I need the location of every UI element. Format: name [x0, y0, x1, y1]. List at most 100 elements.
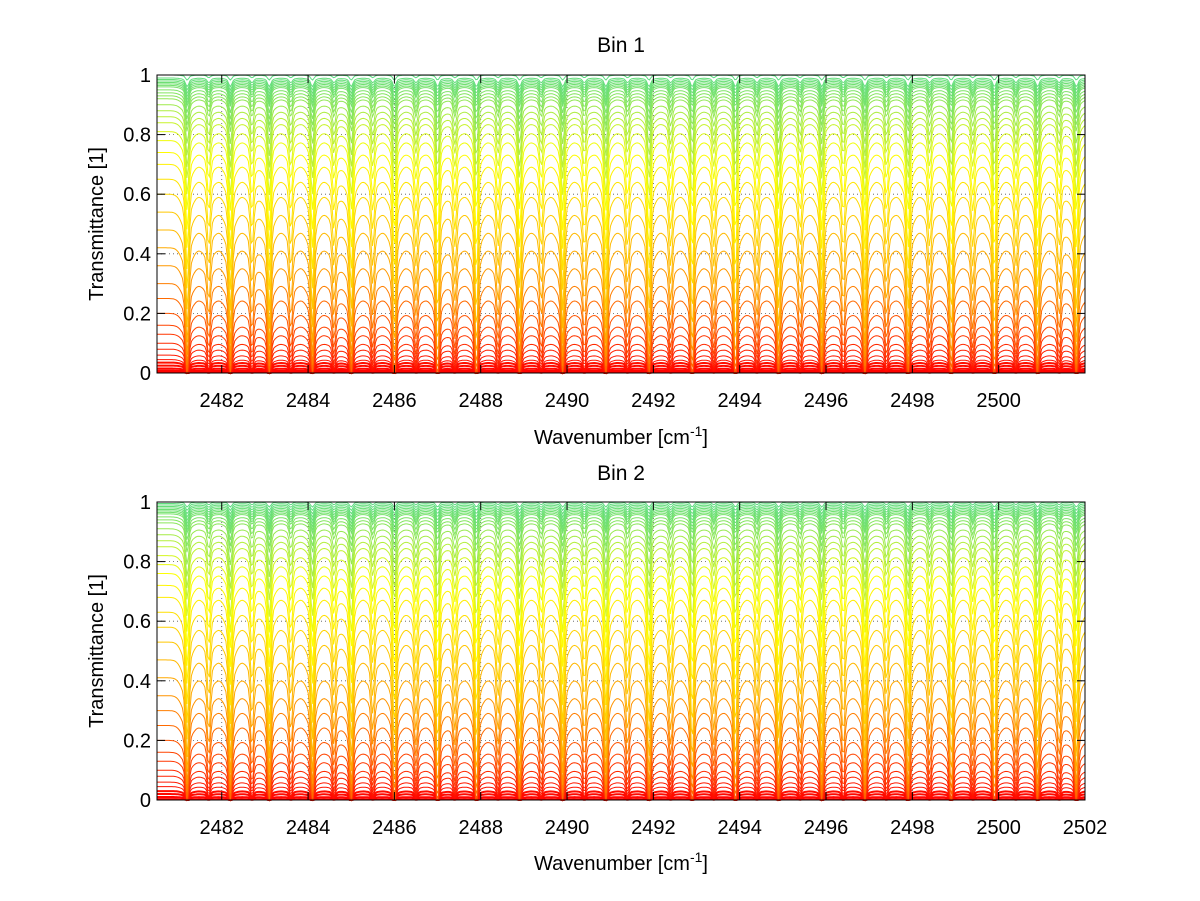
x-tick-label: 2498	[890, 817, 935, 839]
series-line-10	[157, 519, 1086, 547]
series-line-9	[157, 516, 1086, 542]
series-line-6	[157, 510, 1086, 529]
series-line-12	[157, 528, 1086, 566]
series-line-25	[157, 265, 1086, 357]
x-axis-label: Wavenumber [cm-1]	[534, 423, 708, 449]
y-axis-label: Transmittance [1]	[86, 574, 108, 728]
y-tick-label: 1	[140, 492, 151, 514]
series-line-15	[157, 546, 1086, 601]
y-tick-labels: 0 0.2 0.4 0.6 0.8 1	[123, 492, 151, 812]
series-line-15	[157, 122, 1086, 179]
x-tick-label: 2490	[545, 817, 590, 839]
series-line-3	[157, 80, 1086, 95]
x-tick-label: 2484	[286, 817, 331, 839]
series-line-2	[157, 79, 1086, 92]
series-line-24	[157, 659, 1086, 759]
x-tick-label: 2500	[976, 390, 1021, 412]
tick-marks	[157, 74, 1085, 374]
series-line-3	[157, 506, 1086, 519]
series-line-18	[157, 573, 1086, 648]
series-line-13	[157, 110, 1086, 156]
series-group	[157, 74, 1086, 375]
x-tick-label: 2496	[804, 817, 849, 839]
series-line-20	[157, 178, 1086, 271]
series-line-17	[157, 564, 1086, 633]
axes-box	[156, 501, 1086, 801]
series-line-11	[157, 522, 1086, 553]
series-line-1	[157, 503, 1086, 512]
chart-title: Bin 2	[597, 462, 645, 485]
x-tick-label: 2488	[458, 390, 503, 412]
x-tick-label: 2486	[372, 817, 417, 839]
tick-marks	[157, 501, 1086, 801]
series-line-27	[157, 298, 1086, 373]
series-line-5	[157, 509, 1086, 526]
series-line-7	[157, 86, 1086, 109]
series-line-7	[157, 511, 1086, 533]
y-tick-label: 0.2	[123, 730, 151, 752]
x-tick-labels: 2482 2484 2486 2488 2490 2492 2494 2496 2498 2500…	[199, 817, 1107, 839]
series-line-14	[157, 116, 1086, 168]
y-tick-label: 0.6	[123, 611, 151, 633]
series-line-20	[157, 596, 1086, 685]
series-line-6	[157, 84, 1086, 106]
series-line-18	[157, 152, 1086, 231]
series-line-25	[157, 677, 1086, 774]
y-tick-label: 0.8	[123, 552, 151, 574]
series-line-4	[157, 507, 1086, 522]
x-tick-label: 2494	[717, 817, 762, 839]
series-line-23	[157, 641, 1086, 741]
x-tick-label: 2482	[199, 390, 244, 412]
series-line-22	[157, 211, 1086, 311]
x-tick-label: 2490	[545, 390, 590, 412]
series-line-16	[157, 131, 1086, 196]
series-line-23	[157, 229, 1086, 329]
y-tick-label: 0	[140, 363, 151, 385]
axes-box	[156, 74, 1086, 374]
series-group	[157, 501, 1086, 802]
x-tick-label: 2496	[804, 390, 849, 412]
series-line-21	[157, 193, 1086, 290]
chart-title: Bin 1	[597, 34, 645, 57]
y-tick-labels: 0 0.2 0.4 0.6 0.8 1	[123, 65, 151, 385]
series-line-24	[157, 247, 1086, 344]
y-axis-label: Transmittance [1]	[86, 147, 108, 301]
x-tick-label: 2498	[890, 390, 935, 412]
series-line-9	[157, 92, 1086, 120]
x-tick-label: 2488	[458, 817, 503, 839]
series-line-21	[157, 611, 1086, 706]
y-tick-label: 0.6	[123, 184, 151, 206]
series-line-13	[157, 534, 1086, 578]
x-tick-label: 2494	[717, 390, 762, 412]
series-line-22	[157, 626, 1086, 725]
y-tick-label: 0	[140, 790, 151, 812]
y-tick-label: 0.2	[123, 303, 151, 325]
subplot-bin-1: Bin 1 2482 2484 2486 2488 2490 2492 2494 2496 24…	[86, 34, 1086, 449]
series-line-1	[157, 77, 1086, 88]
x-tick-labels: 2482 2484 2486 2488 2490 2492 2494 2496 2498 2500	[199, 390, 1020, 412]
x-tick-label: 2484	[286, 390, 331, 412]
series-line-19	[157, 584, 1086, 667]
series-line-17	[157, 140, 1086, 211]
series-line-11	[157, 98, 1086, 132]
series-line-16	[157, 555, 1086, 617]
series-line-2	[157, 504, 1086, 515]
series-line-26	[157, 283, 1086, 367]
x-tick-label: 2502	[1063, 817, 1108, 839]
series-line-28	[157, 725, 1086, 800]
x-axis-label: Wavenumber [cm-1]	[534, 849, 708, 875]
x-tick-label: 2492	[631, 817, 676, 839]
series-line-14	[157, 540, 1086, 589]
x-tick-label: 2486	[372, 390, 417, 412]
series-line-8	[157, 89, 1086, 115]
subplot-bin-2: Bin 2 2482 2484 2486 2488 2490 2492 2494 2496 24…	[86, 462, 1107, 875]
x-tick-label: 2482	[199, 817, 244, 839]
y-tick-label: 0.4	[123, 671, 151, 693]
series-line-26	[157, 695, 1086, 786]
y-tick-label: 0.4	[123, 244, 151, 266]
y-tick-label: 1	[140, 65, 151, 87]
series-line-5	[157, 83, 1086, 102]
series-line-27	[157, 710, 1086, 794]
series-line-8	[157, 513, 1086, 536]
